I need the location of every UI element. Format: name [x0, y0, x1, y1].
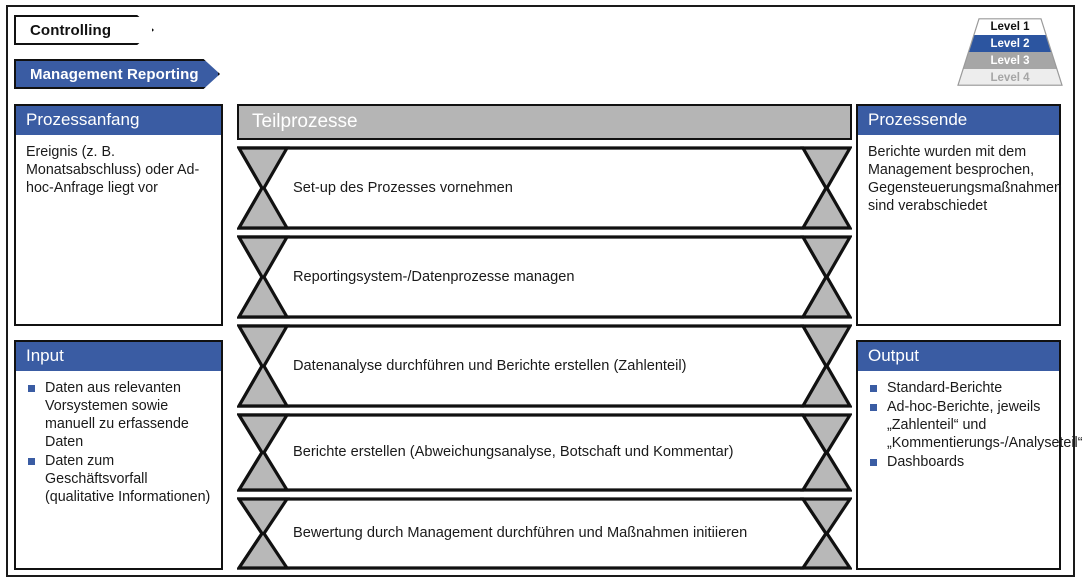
- chevron-arrow-icon: [237, 497, 852, 570]
- list-item: Ad-hoc-Berichte, jeweils „Zahlenteil“ un…: [868, 398, 1082, 452]
- pyramid-level-3: Level 3: [962, 52, 1058, 69]
- pyramid-level-2: Level 2: [968, 35, 1052, 52]
- panel-process-end-body: Berichte wurden mit dem Management bespr…: [858, 135, 1062, 224]
- list-item: Standard-Berichte: [868, 379, 1049, 397]
- process-step-1[interactable]: Set-up des Prozesses vornehmen: [237, 146, 852, 230]
- input-bullet-list: Daten aus relevanten Vorsystemen sowie m…: [26, 379, 211, 507]
- chevron-arrow-icon: [237, 413, 852, 492]
- chevron-arrow-icon: [237, 235, 852, 319]
- process-step-4[interactable]: Berichte erstellen (Abweichungsanalyse, …: [237, 413, 852, 492]
- breadcrumb-tab-controlling[interactable]: Controlling: [14, 15, 154, 45]
- panel-output: Output Standard-Berichte Ad-hoc-Berichte…: [856, 340, 1082, 570]
- breadcrumb-tab-controlling-label: Controlling: [30, 21, 112, 39]
- pyramid-level-4-label: Level 4: [990, 71, 1030, 84]
- panel-output-title: Output: [858, 342, 1059, 371]
- diagram-outer-frame: [6, 5, 1075, 577]
- panel-input: Input Daten aus relevanten Vorsystemen s…: [14, 340, 223, 570]
- process-step-5[interactable]: Bewertung durch Management durchführen u…: [237, 497, 852, 570]
- subprocesses-header: Teilprozesse: [237, 104, 852, 140]
- panel-process-start: Prozessanfang Ereignis (z. B. Monatsabsc…: [14, 104, 223, 326]
- list-item: Daten aus relevanten Vorsystemen sowie m…: [26, 379, 211, 452]
- process-step-3[interactable]: Datenanalyse durchführen und Berichte er…: [237, 324, 852, 408]
- list-item: Daten zum Geschäftsvorfall (qualitative …: [26, 452, 211, 506]
- panel-output-body: Standard-Berichte Ad-hoc-Berichte, jewei…: [858, 371, 1082, 481]
- list-item: Dashboards: [868, 453, 1049, 471]
- output-bullet-list: Standard-Berichte Ad-hoc-Berichte, jewei…: [868, 379, 1082, 472]
- panel-process-end-text: Berichte wurden mit dem Management bespr…: [868, 143, 1062, 215]
- chevron-arrow-icon: [237, 324, 852, 408]
- pyramid-level-2-label: Level 2: [990, 37, 1030, 50]
- panel-process-start-text: Ereignis (z. B. Monatsabschluss) oder Ad…: [26, 143, 200, 196]
- process-step-2[interactable]: Reportingsystem-/Datenprozesse managen: [237, 235, 852, 319]
- pyramid-level-1-label: Level 1: [990, 20, 1030, 33]
- subprocesses-header-label: Teilprozesse: [252, 111, 358, 132]
- pyramid-level-4: Level 4: [957, 69, 1063, 86]
- panel-process-start-title: Prozessanfang: [16, 106, 221, 135]
- breadcrumb-tab-management-reporting-label: Management Reporting: [30, 65, 199, 83]
- pyramid-level-1: Level 1: [974, 18, 1046, 35]
- panel-input-body: Daten aus relevanten Vorsystemen sowie m…: [16, 371, 221, 516]
- panel-input-title: Input: [16, 342, 221, 371]
- level-pyramid: Level 1 Level 2 Level 3 Level 4: [954, 18, 1066, 86]
- chevron-arrow-icon: [237, 146, 852, 230]
- panel-process-end: Prozessende Berichte wurden mit dem Mana…: [856, 104, 1062, 326]
- pyramid-level-3-label: Level 3: [990, 54, 1030, 67]
- panel-process-start-body: Ereignis (z. B. Monatsabschluss) oder Ad…: [16, 135, 221, 205]
- panel-process-end-title: Prozessende: [858, 106, 1059, 135]
- breadcrumb-tab-management-reporting[interactable]: Management Reporting: [14, 59, 220, 89]
